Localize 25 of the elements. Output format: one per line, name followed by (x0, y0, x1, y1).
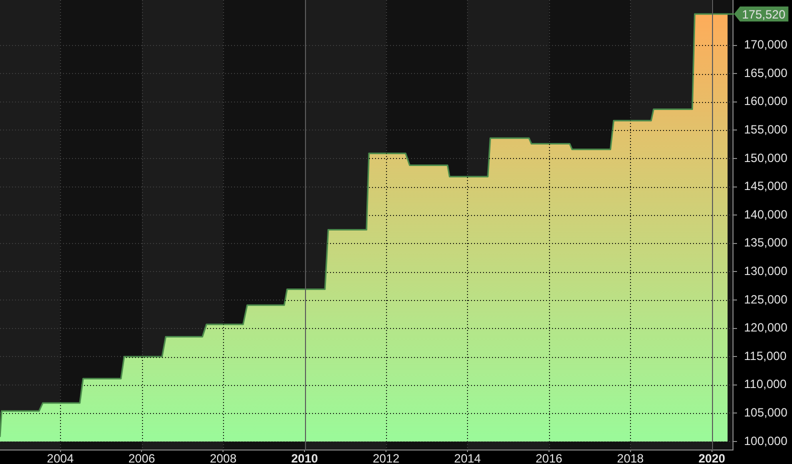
x-tick-label: 2006 (128, 452, 156, 464)
x-tick-label: 2008 (210, 452, 237, 464)
x-tick-label: 2012 (372, 452, 400, 464)
annotation: 175,520 (742, 7, 786, 22)
y-tick-label: 120,000 (744, 320, 788, 335)
y-tick-label: 155,000 (744, 122, 788, 136)
y-tick-label: 135,000 (744, 236, 788, 250)
y-tick-label: 105,000 (744, 406, 788, 420)
x-tick-label: 2016 (536, 452, 563, 464)
y-tick-label: 150,000 (744, 150, 788, 165)
y-tick-label: 125,000 (744, 292, 788, 306)
y-tick-label: 100,000 (744, 434, 788, 448)
y-tick-label: 130,000 (744, 264, 788, 278)
y-tick-label: 115,000 (744, 348, 787, 363)
y-tick-label: 170,000 (744, 38, 788, 52)
y-tick-label: 160,000 (744, 94, 788, 108)
y-tick-label: 145,000 (744, 179, 788, 194)
x-tick-label: 2018 (617, 452, 644, 464)
x-tick-label: 2014 (454, 452, 482, 464)
x-tick-label: 2004 (46, 452, 74, 464)
y-tick-label: 110,000 (744, 377, 787, 392)
y-tick-label: 140,000 (744, 207, 788, 222)
y-tick-label: 165,000 (744, 66, 788, 80)
x-tick-label: 2020 (698, 452, 726, 464)
x-tick-label: 2010 (291, 452, 318, 464)
